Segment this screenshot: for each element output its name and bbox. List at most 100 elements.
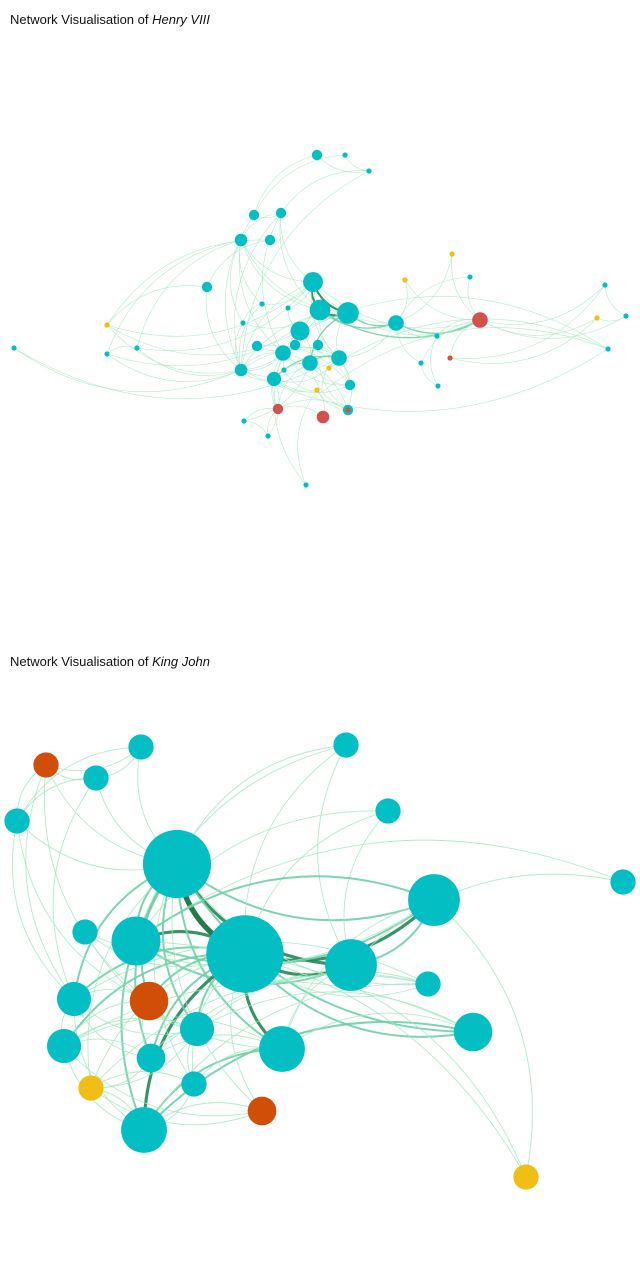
henry-edge bbox=[395, 319, 481, 334]
henry-edge bbox=[596, 315, 627, 322]
john-node bbox=[83, 765, 109, 791]
henry-viii-title: Network Visualisation of Henry VIII bbox=[10, 12, 210, 27]
henry-node bbox=[337, 302, 359, 324]
henry-edge bbox=[430, 335, 439, 387]
john-edge bbox=[16, 820, 150, 1002]
henry-edge bbox=[243, 362, 311, 422]
henry-node bbox=[311, 149, 323, 161]
henry-edge bbox=[420, 362, 439, 387]
henry-node bbox=[316, 410, 330, 424]
henry-edge bbox=[238, 303, 263, 371]
henry-edge bbox=[13, 347, 242, 392]
john-edge bbox=[16, 746, 142, 822]
john-node bbox=[206, 915, 284, 993]
henry-node bbox=[402, 277, 408, 283]
henry-node bbox=[259, 301, 265, 307]
henry-edge bbox=[234, 212, 282, 371]
henry-edge bbox=[316, 154, 370, 173]
henry-node bbox=[326, 365, 332, 371]
henry-nodes bbox=[11, 149, 629, 488]
henry-edge bbox=[136, 239, 242, 349]
john-edge bbox=[317, 744, 352, 966]
henry-edge bbox=[106, 324, 242, 374]
john-node bbox=[610, 869, 636, 895]
john-edge bbox=[16, 777, 97, 822]
henry-node bbox=[303, 272, 323, 292]
henry-node bbox=[447, 355, 453, 361]
henry-viii-title-prefix: Network Visualisation of bbox=[10, 12, 153, 27]
john-node bbox=[247, 1096, 277, 1126]
john-node bbox=[121, 1107, 167, 1153]
henry-node bbox=[251, 340, 263, 352]
henry-node bbox=[472, 312, 488, 328]
henry-edge bbox=[253, 154, 318, 216]
henry-node bbox=[272, 403, 284, 415]
henry-edge bbox=[205, 286, 242, 371]
henry-edge bbox=[449, 284, 606, 359]
henry-edge bbox=[279, 212, 321, 311]
henry-node bbox=[201, 281, 213, 293]
henry-edge bbox=[106, 285, 208, 326]
henry-node bbox=[104, 351, 110, 357]
henry-edge bbox=[277, 405, 324, 418]
henry-node bbox=[240, 320, 246, 326]
henry-node bbox=[309, 299, 331, 321]
john-edge bbox=[135, 875, 435, 942]
henry-edge bbox=[294, 344, 351, 386]
henry-edge bbox=[136, 281, 314, 351]
henry-node bbox=[11, 345, 17, 351]
henry-edge bbox=[395, 276, 471, 324]
john-edge bbox=[176, 863, 435, 922]
john-node bbox=[129, 981, 169, 1021]
john-edge bbox=[176, 863, 474, 1033]
king-john-title-prefix: Network Visualisation of bbox=[10, 654, 153, 669]
henry-viii-network bbox=[11, 149, 629, 488]
henry-edge bbox=[451, 253, 481, 321]
henry-node bbox=[275, 207, 287, 219]
john-node bbox=[4, 808, 30, 834]
henry-node bbox=[241, 418, 247, 424]
john-edge bbox=[43, 764, 150, 1002]
john-edge bbox=[135, 839, 624, 942]
henry-edge bbox=[344, 154, 370, 172]
henry-node bbox=[134, 345, 140, 351]
henry-node bbox=[104, 322, 110, 328]
henry-edge bbox=[328, 318, 609, 369]
henry-node bbox=[285, 305, 291, 311]
henry-edge bbox=[404, 279, 481, 321]
john-node bbox=[333, 732, 359, 758]
henry-edge bbox=[297, 389, 318, 486]
john-node bbox=[453, 1012, 493, 1052]
king-john-network bbox=[4, 732, 636, 1190]
john-node bbox=[136, 1043, 166, 1073]
john-node bbox=[46, 1028, 82, 1064]
john-node bbox=[33, 752, 59, 778]
henry-edge bbox=[106, 239, 242, 355]
john-edges bbox=[12, 744, 624, 1178]
henry-edge bbox=[321, 327, 609, 393]
john-node bbox=[56, 981, 92, 1017]
henry-viii-title-play: Henry VIII bbox=[152, 12, 210, 27]
john-edge bbox=[63, 1045, 263, 1117]
john-nodes bbox=[4, 732, 636, 1190]
henry-node bbox=[275, 345, 291, 361]
henry-edge bbox=[256, 344, 351, 386]
henry-node bbox=[289, 339, 301, 351]
henry-node bbox=[314, 387, 320, 393]
john-edge bbox=[63, 1016, 283, 1050]
henry-node bbox=[303, 482, 309, 488]
john-edge bbox=[25, 764, 75, 1000]
john-node bbox=[375, 798, 401, 824]
henry-node bbox=[344, 379, 356, 391]
henry-edge bbox=[479, 317, 598, 336]
john-node bbox=[111, 916, 161, 966]
henry-edge bbox=[274, 352, 307, 486]
henry-edge bbox=[240, 348, 609, 412]
henry-edge bbox=[449, 317, 598, 364]
henry-node bbox=[623, 313, 629, 319]
henry-node bbox=[331, 350, 347, 366]
john-edge bbox=[176, 863, 429, 986]
henry-edge bbox=[240, 239, 349, 314]
john-edge bbox=[135, 810, 389, 942]
henry-node bbox=[467, 274, 473, 280]
